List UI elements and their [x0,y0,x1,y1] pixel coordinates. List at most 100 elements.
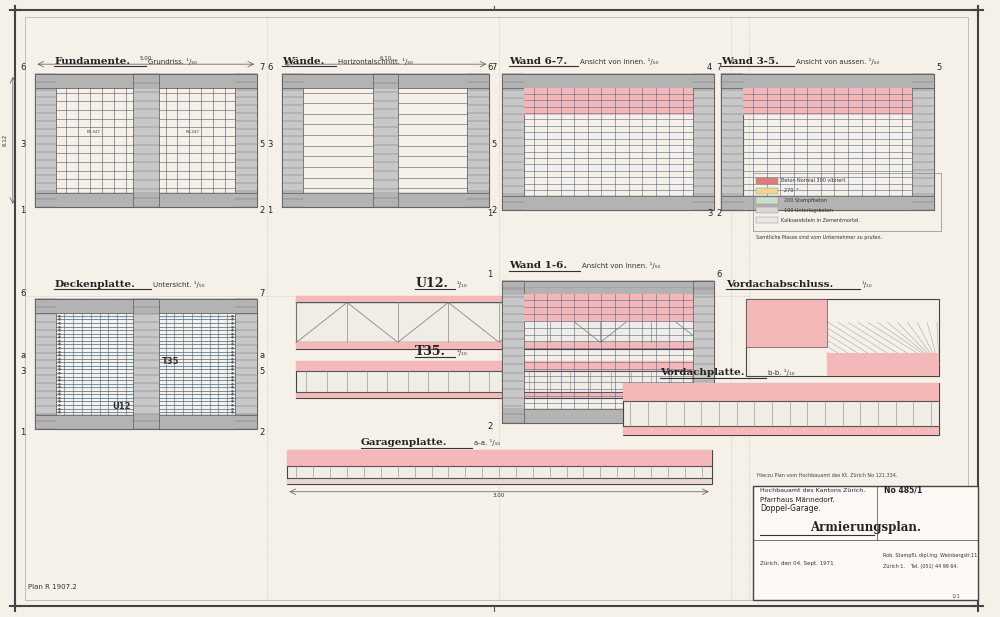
Text: Doppel-Garage.: Doppel-Garage. [760,503,821,513]
Bar [35,193,257,207]
Text: ¹/₁₀: ¹/₁₀ [457,349,467,356]
Text: Plan R 1907.2: Plan R 1907.2 [28,584,76,590]
Text: F8,347: F8,347 [87,130,101,134]
Text: 5: 5 [491,140,497,149]
Text: U12: U12 [112,402,130,412]
Bar [296,342,702,349]
Text: 3: 3 [267,140,272,149]
Text: b-b. ¹/₁₀: b-b. ¹/₁₀ [768,369,794,376]
Text: 2: 2 [491,206,497,215]
Bar [753,173,941,231]
Bar [623,426,939,435]
Bar [235,299,257,429]
Text: 1: 1 [488,270,493,279]
Bar [756,207,778,213]
Bar [35,299,56,429]
Bar [912,74,934,210]
Text: Zürich, den 04. Sept. 1971: Zürich, den 04. Sept. 1971 [760,561,834,566]
Text: Vordachplatte.: Vordachplatte. [660,368,745,377]
Text: Vordachabschluss.: Vordachabschluss. [726,280,834,289]
Bar [756,217,778,223]
Text: a-a. ¹/₁₀: a-a. ¹/₁₀ [474,439,500,447]
Bar [756,178,778,184]
Text: 270  ": 270 " [781,188,798,193]
Text: Hierzu Plan vom Hochbauamt des Kt. Zürich No 121.334.: Hierzu Plan vom Hochbauamt des Kt. Züric… [757,473,897,478]
Bar [502,281,714,294]
Text: 1: 1 [267,206,272,215]
Text: No 485/1: No 485/1 [884,486,922,494]
Text: 7: 7 [717,64,722,72]
Text: 2: 2 [717,209,722,218]
Bar [502,74,714,210]
Text: 3: 3 [20,367,25,376]
Bar [502,74,714,88]
Text: 200 Stampfbeton: 200 Stampfbeton [781,198,827,203]
Bar [623,383,939,401]
Text: Deckenplatte.: Deckenplatte. [54,280,135,289]
Bar [282,74,489,88]
Text: 2: 2 [488,422,493,431]
Bar [35,74,257,207]
Bar [35,299,257,313]
Bar [502,74,524,210]
Bar [721,74,934,88]
Bar [133,74,159,207]
Text: Ansicht von aussen. ¹/₅₀: Ansicht von aussen. ¹/₅₀ [796,57,879,65]
Bar [623,383,939,435]
Text: 1: 1 [20,428,25,437]
Text: 6.10: 6.10 [379,56,392,61]
Bar [693,74,714,210]
Text: 5: 5 [259,140,265,149]
Bar [524,294,693,322]
Text: 6: 6 [487,64,493,72]
Text: ¹/₁₀: ¹/₁₀ [862,281,872,288]
Text: 6.12: 6.12 [3,135,8,146]
Text: a: a [259,350,264,360]
Text: Beton Normal 300 vibriert: Beton Normal 300 vibriert [781,178,845,183]
Bar [287,450,712,484]
Bar [502,281,524,423]
Text: Horizontalschnitt. ¹/₅₀: Horizontalschnitt. ¹/₅₀ [338,57,413,65]
Bar [35,415,257,429]
Bar [502,281,714,423]
Text: U12.: U12. [415,277,448,290]
Text: a: a [20,350,25,360]
Text: 5: 5 [259,367,265,376]
Text: Fundamente.: Fundamente. [54,57,130,65]
Bar [35,299,257,429]
Bar [746,299,827,347]
Text: 100 Unterlagsbeton: 100 Unterlagsbeton [781,208,833,213]
Text: 7: 7 [259,289,265,297]
Bar [746,299,939,376]
Text: 1: 1 [20,206,25,215]
Bar [296,296,702,302]
Bar [721,74,743,210]
Text: ¹/₁₀: ¹/₁₀ [457,281,467,288]
Bar [756,197,778,204]
Bar [753,486,978,600]
Bar [721,196,934,210]
Bar [827,353,939,376]
Bar [502,196,714,210]
Text: Wand 3-5.: Wand 3-5. [721,57,779,65]
Bar [296,361,702,398]
Text: Wand 6-7.: Wand 6-7. [509,57,567,65]
Text: Ansicht von innen. ¹/₅₀: Ansicht von innen. ¹/₅₀ [580,57,658,65]
Text: 6: 6 [717,270,722,279]
Text: 6: 6 [20,289,25,297]
Bar [282,193,489,207]
Text: F8,347: F8,347 [186,130,200,134]
Bar [524,88,693,115]
Text: 6: 6 [20,64,25,72]
Bar [467,74,489,207]
Bar [743,88,912,115]
Text: Wand 1-6.: Wand 1-6. [509,262,567,270]
Bar [235,74,257,207]
Text: 1: 1 [488,209,493,218]
Bar [721,74,743,210]
Text: 7: 7 [491,64,497,72]
Text: Wände.: Wände. [282,57,324,65]
Text: Pfarrhaus Männedorf.: Pfarrhaus Männedorf. [760,497,835,503]
Text: 3: 3 [707,209,712,218]
Text: Garagenplatte.: Garagenplatte. [361,439,447,447]
